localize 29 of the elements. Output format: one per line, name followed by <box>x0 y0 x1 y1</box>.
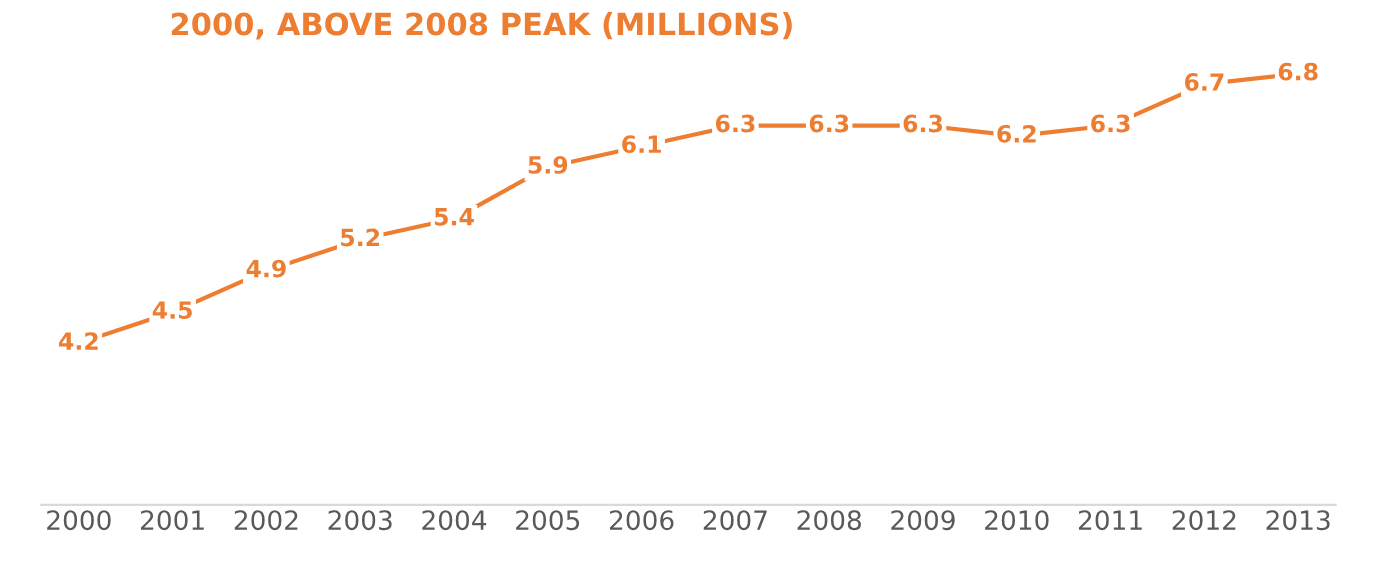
x-tick-label: 2013 <box>1266 510 1330 531</box>
data-label: 5.9 <box>528 156 568 174</box>
x-tick-label: 2010 <box>985 510 1049 531</box>
data-label: 4.5 <box>152 301 192 319</box>
data-label: 6.3 <box>809 114 849 133</box>
data-label: 6.8 <box>1278 62 1318 81</box>
data-label: 6.3 <box>715 114 755 133</box>
x-tick-label: 2002 <box>234 510 298 531</box>
x-tick-label: 2007 <box>703 510 767 531</box>
data-label: 6.7 <box>1184 73 1224 91</box>
x-tick-label: 2008 <box>797 510 861 531</box>
x-tick-label: 2009 <box>891 510 955 531</box>
data-label: 4.9 <box>246 259 286 278</box>
data-label: 6.2 <box>997 124 1036 143</box>
data-label: 4.2 <box>58 332 98 350</box>
x-tick-label: 2005 <box>516 510 580 531</box>
x-tick-label: 2000 <box>47 510 111 531</box>
x-tick-label: 2012 <box>1172 510 1236 531</box>
data-label: 6.3 <box>903 114 943 133</box>
data-label: 5.4 <box>434 208 474 226</box>
data-label: 6.1 <box>622 135 661 154</box>
x-tick-label: 2003 <box>328 510 392 531</box>
x-tick-label: 2004 <box>422 510 487 531</box>
data-label: 6.3 <box>1091 114 1130 133</box>
x-tick-label: 2011 <box>1078 510 1142 531</box>
x-tick-label: 2001 <box>140 510 204 531</box>
x-tick-label: 2006 <box>609 510 674 531</box>
data-label: 5.2 <box>341 228 380 247</box>
chart-title: 2000, ABOVE 2008 PEAK (MILLIONS) <box>171 11 792 40</box>
